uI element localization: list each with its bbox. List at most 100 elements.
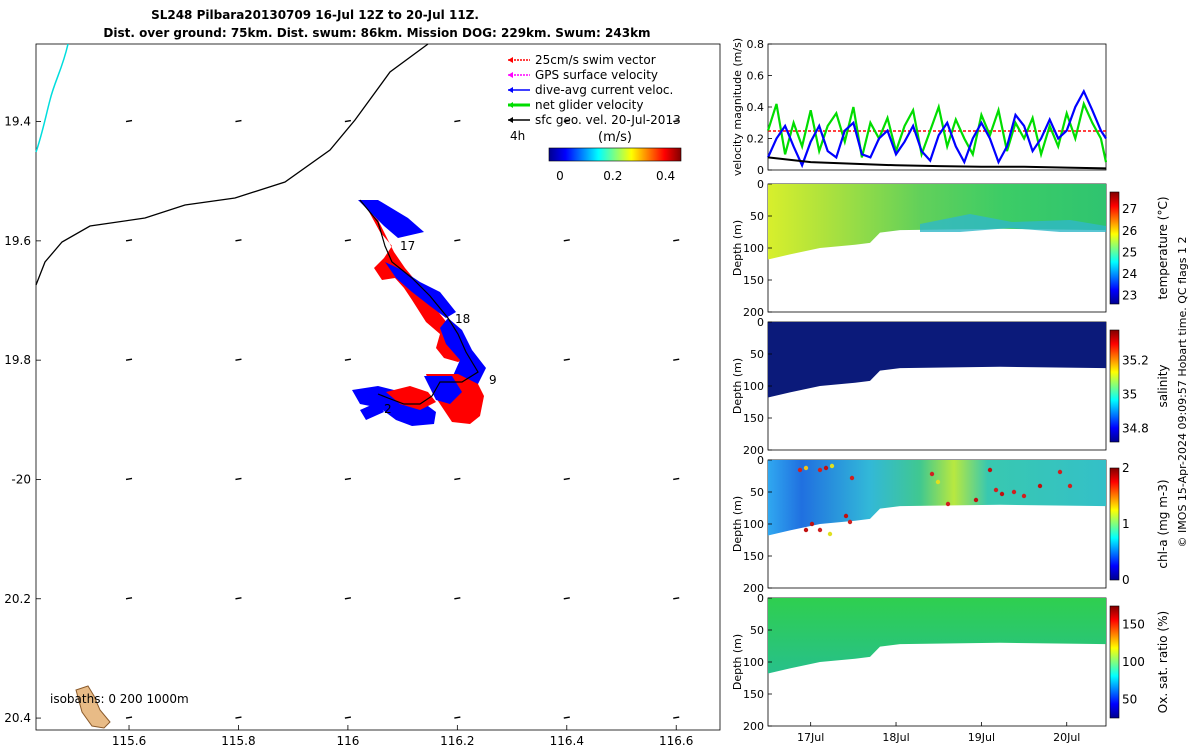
time-tick-label: 18Jul <box>882 731 909 744</box>
depth-tick-label: 0 <box>757 178 764 191</box>
oxygen-colorbar-tick: 50 <box>1122 692 1137 706</box>
oxygen-colorbar-label: Ox. sat. ratio (%) <box>1156 611 1170 713</box>
chl-high-dot <box>829 463 835 469</box>
depth-tick-label: 0 <box>757 316 764 329</box>
depth-tick-label: 150 <box>743 412 764 425</box>
depth-tick-label: 50 <box>750 486 764 499</box>
speed-colorbar <box>548 147 682 162</box>
geo-velocity-arrow <box>454 239 461 242</box>
dive-avg-current-patch <box>360 402 384 420</box>
chl-a-colorbar-tick: 0 <box>1122 573 1130 587</box>
chl-high-dot <box>827 531 833 537</box>
temperature-colorbar <box>1109 191 1120 305</box>
geo-velocity-arrow <box>563 239 570 242</box>
chl-high-dot <box>847 519 853 525</box>
chl-high-dot <box>797 467 803 473</box>
geo-velocity-arrow <box>563 716 570 719</box>
dive-avg-current-patch <box>440 318 486 396</box>
colorbar-title: (m/s) <box>598 130 632 145</box>
chl-a-colorbar <box>1109 467 1120 581</box>
geo-velocity-arrow <box>673 597 680 600</box>
depth-tick-label: 200 <box>743 720 764 733</box>
chl-high-dot <box>929 471 935 477</box>
geo-velocity-arrow <box>673 119 680 123</box>
geo-velocity-arrow <box>673 358 680 361</box>
geo-velocity-arrow <box>125 716 133 719</box>
footer-credit: © IMOS 15-Apr-2024 09:09:57 Hobart time.… <box>1176 237 1189 548</box>
isobath-label: isobaths: 0 200 1000m <box>50 692 189 706</box>
map-xtick-label: 116.4 <box>550 734 584 748</box>
oxygen-panel <box>767 597 1107 727</box>
chl-high-dot <box>1011 489 1017 495</box>
legend-label: 25cm/s swim vector <box>535 53 656 67</box>
day-label: 18 <box>455 312 470 326</box>
temperature-colorbar-label: temperature (°C) <box>1156 197 1170 300</box>
geo-velocity-arrow <box>235 358 242 361</box>
geo-velocity-arrow <box>235 597 242 600</box>
velocity-ytick-label: 0.4 <box>747 101 765 114</box>
depth-tick-label: 50 <box>750 624 764 637</box>
map-ytick-label: 20.2 <box>4 592 31 606</box>
depth-tick-label: 200 <box>743 444 764 457</box>
salinity-colorbar-tick: 35 <box>1122 387 1137 401</box>
glider-track <box>352 199 486 426</box>
geo-velocity-arrow <box>673 239 680 242</box>
geo-velocity-arrow <box>563 358 570 361</box>
time-tick-label: 20Jul <box>1053 731 1080 744</box>
geo-velocity-arrow <box>235 119 242 123</box>
salinity-field <box>768 322 1106 398</box>
day-label: 9 <box>489 373 497 387</box>
temperature-colorbar-tick: 23 <box>1122 288 1137 302</box>
day-labels: 17 18 9 2 <box>384 239 497 416</box>
chl-high-dot <box>823 465 829 471</box>
depth-tick-label: 100 <box>743 518 764 531</box>
oxygen-colorbar-tick: 100 <box>1122 655 1145 669</box>
chl-high-dot <box>1067 483 1073 489</box>
velocity-panel: 0 0.2 0.4 0.6 0.8 velocity magnitude (m/s) <box>731 38 1108 177</box>
geo-velocity-arrow <box>125 119 133 123</box>
legend-label: GPS surface velocity <box>535 68 658 82</box>
dive-avg-current-patch <box>352 386 436 426</box>
velocity-ytick-label: 0 <box>757 164 764 177</box>
geo-velocity-arrow <box>344 119 352 123</box>
coastline <box>35 43 69 153</box>
geo-velocity-arrow <box>454 716 461 719</box>
chl-high-dot <box>987 467 993 473</box>
legend-arrowhead <box>508 102 513 108</box>
sfc-geo-velocity-field <box>125 119 680 719</box>
velocity-series-line <box>767 156 1107 170</box>
time-axis-ticks: 17Jul 18Jul 19Jul 20Jul <box>797 722 1080 744</box>
salinity-colorbar-tick: 35.2 <box>1122 354 1149 368</box>
geo-velocity-arrow <box>673 477 680 481</box>
time-tick-label: 17Jul <box>797 731 824 744</box>
map-axis-ticks: 115.6 115.8 116 116.2 116.4 116.6 19.4 19.6 19.8… <box>4 115 693 748</box>
chl-high-values <box>797 463 1073 537</box>
geo-velocity-arrow <box>344 358 352 361</box>
salinity-colorbar-tick: 34.8 <box>1122 421 1149 435</box>
velocity-ticks: 0 0.2 0.4 0.6 0.8 <box>747 38 772 177</box>
velocity-axes-box <box>767 43 1107 171</box>
time-tick-label: 19Jul <box>968 731 995 744</box>
velocity-ytick-label: 0.6 <box>747 70 765 83</box>
oxygen-colorbar-tick: 150 <box>1122 618 1145 632</box>
dive-avg-current-patch <box>424 376 462 404</box>
chl-high-dot <box>803 465 809 471</box>
chl-high-dot <box>999 491 1005 497</box>
chl-high-dot <box>973 497 979 503</box>
cool-water-patch <box>920 214 1106 232</box>
colorbar-tick-label: 0.2 <box>603 169 622 183</box>
legend-arrowhead <box>508 57 513 63</box>
legend-label: dive-avg current veloc. <box>535 83 673 97</box>
geo-velocity-arrow <box>344 597 352 600</box>
salinity-panel <box>767 321 1107 451</box>
chl-a-colorbar-tick: 1 <box>1122 517 1130 531</box>
depth-axis-ticks: 0 50 100 150 200 Depth (m) 0 50 100 150 200 Depth (… <box>731 178 772 733</box>
depth-ylabel: Depth (m) <box>731 220 744 276</box>
geo-velocity-arrow <box>454 597 461 600</box>
geo-velocity-arrow <box>563 119 570 123</box>
chl-high-dot <box>945 501 951 507</box>
